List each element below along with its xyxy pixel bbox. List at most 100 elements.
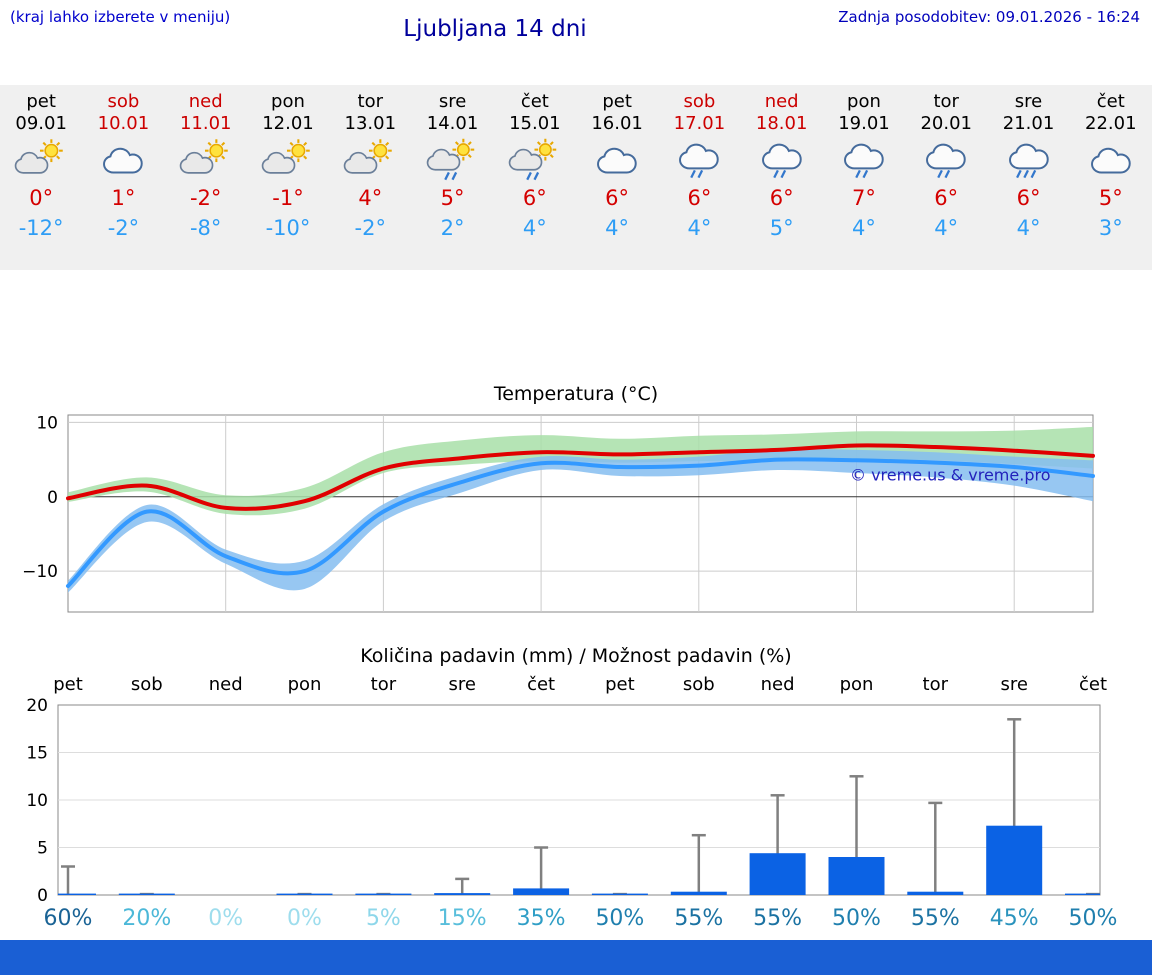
day-name: ned bbox=[764, 91, 799, 112]
precip-bar bbox=[355, 893, 412, 895]
day-name: tor bbox=[357, 91, 383, 112]
partly-sunny-icon bbox=[179, 139, 228, 174]
precip-bar bbox=[591, 893, 648, 895]
high-temp: 6° bbox=[687, 186, 712, 210]
precip-probability: 60% bbox=[44, 906, 93, 931]
low-temp: -12° bbox=[18, 216, 64, 240]
precip-day-label: sre bbox=[448, 674, 475, 695]
day-name: čet bbox=[520, 91, 549, 112]
partly-sunny-icon bbox=[261, 139, 310, 174]
high-temp: 6° bbox=[934, 186, 959, 210]
partly-sunny-icon bbox=[343, 139, 393, 174]
showers-icon bbox=[761, 143, 802, 179]
forecast-day[interactable]: sob 17.01 6° 4° bbox=[658, 85, 740, 270]
page-title: Ljubljana 14 dni bbox=[403, 16, 587, 42]
precip-bar bbox=[118, 893, 175, 895]
precip-day-label: pet bbox=[605, 674, 635, 695]
day-name: pon bbox=[847, 91, 881, 112]
svg-text:−10: −10 bbox=[22, 562, 58, 582]
low-temp: 4° bbox=[1016, 216, 1041, 240]
forecast-day[interactable]: pon 12.01 -1° -10° bbox=[247, 85, 329, 270]
low-temp: 3° bbox=[1098, 216, 1123, 240]
svg-text:0: 0 bbox=[37, 886, 48, 906]
partly-sunny-showers-icon bbox=[508, 138, 557, 181]
forecast-day[interactable]: sre 14.01 5° 2° bbox=[411, 85, 493, 270]
cloudy-icon bbox=[1090, 147, 1131, 174]
svg-text:Temperatura (°C): Temperatura (°C) bbox=[493, 383, 658, 405]
forecast-day[interactable]: tor 13.01 4° -2° bbox=[329, 85, 411, 270]
day-name: ned bbox=[188, 91, 223, 112]
cloudy-icon bbox=[597, 147, 637, 174]
precip-bar bbox=[907, 891, 964, 895]
svg-text:0: 0 bbox=[47, 488, 58, 508]
high-temp: 6° bbox=[1016, 186, 1041, 210]
forecast-day[interactable]: sob 10.01 1° -2° bbox=[82, 85, 164, 270]
precip-bar bbox=[986, 825, 1043, 895]
low-temp: 4° bbox=[934, 216, 959, 240]
high-temp: 0° bbox=[29, 186, 54, 210]
forecast-day[interactable]: čet 22.01 5° 3° bbox=[1070, 85, 1152, 270]
forecast-day[interactable]: pet 09.01 0° -12° bbox=[0, 85, 82, 270]
day-date: 20.01 bbox=[920, 113, 972, 134]
low-temp: 4° bbox=[522, 216, 547, 240]
forecast-day[interactable]: čet 15.01 6° 4° bbox=[494, 85, 576, 270]
day-date: 22.01 bbox=[1085, 113, 1137, 134]
day-date: 09.01 bbox=[15, 113, 67, 134]
day-name: tor bbox=[933, 91, 959, 112]
day-name: pon bbox=[271, 91, 305, 112]
precip-day-label: ned bbox=[761, 674, 795, 695]
low-temp: -2° bbox=[107, 216, 140, 240]
forecast-day[interactable]: ned 18.01 6° 5° bbox=[741, 85, 823, 270]
day-name: sob bbox=[107, 91, 140, 112]
low-temp: 4° bbox=[852, 216, 876, 240]
precip-bar bbox=[276, 893, 333, 895]
high-temp: 5° bbox=[1098, 186, 1123, 210]
day-name: čet bbox=[1096, 91, 1125, 112]
low-temp: 2° bbox=[440, 216, 465, 240]
precip-probability: 50% bbox=[595, 906, 644, 931]
precip-probability: 20% bbox=[122, 906, 171, 931]
forecast-day[interactable]: sre 21.01 6° 4° bbox=[987, 85, 1069, 270]
precip-day-label: tor bbox=[371, 674, 397, 695]
precip-day-label: sre bbox=[1000, 674, 1027, 695]
precip-probability: 55% bbox=[911, 906, 960, 931]
showers-icon bbox=[843, 143, 884, 179]
precip-probability: 50% bbox=[1069, 906, 1118, 931]
day-date: 13.01 bbox=[344, 113, 397, 134]
forecast-day[interactable]: tor 20.01 6° 4° bbox=[905, 85, 987, 270]
partly-sunny-showers-icon bbox=[426, 138, 474, 181]
high-temp: 1° bbox=[111, 186, 136, 210]
precip-day-label: čet bbox=[527, 674, 555, 695]
precip-day-label: tor bbox=[923, 674, 949, 695]
precip-probability: 35% bbox=[517, 906, 566, 931]
precip-day-label: sob bbox=[683, 674, 715, 695]
svg-text:5: 5 bbox=[37, 839, 48, 859]
high-temp: 7° bbox=[852, 186, 876, 210]
day-date: 10.01 bbox=[97, 113, 150, 134]
precip-day-label: pon bbox=[840, 674, 874, 695]
svg-text:10: 10 bbox=[36, 413, 58, 433]
watermark: © vreme.us & vreme.pro bbox=[850, 465, 1051, 484]
day-date: 18.01 bbox=[755, 113, 808, 134]
precip-probability: 15% bbox=[438, 906, 487, 931]
high-temp: -1° bbox=[272, 186, 304, 210]
svg-text:10: 10 bbox=[26, 791, 48, 811]
day-date: 14.01 bbox=[426, 113, 479, 134]
high-temp: -2° bbox=[189, 186, 222, 210]
forecast-day[interactable]: ned 11.01 -2° -8° bbox=[165, 85, 247, 270]
min-temp-band bbox=[68, 448, 1093, 593]
precip-day-label: pet bbox=[53, 674, 83, 695]
last-update-text: Zadnja posodobitev: 09.01.2026 - 16:24 bbox=[838, 8, 1140, 26]
precip-bar bbox=[513, 888, 570, 895]
day-date: 17.01 bbox=[673, 113, 726, 134]
forecast-day[interactable]: pet 16.01 6° 4° bbox=[576, 85, 658, 270]
forecast-day[interactable]: pon 19.01 7° 4° bbox=[823, 85, 905, 270]
day-name: pet bbox=[602, 91, 632, 112]
precip-probability: 55% bbox=[753, 906, 802, 931]
showers-icon bbox=[679, 143, 720, 179]
page-header: (kraj lahko izberete v meniju) Ljubljana… bbox=[0, 0, 1152, 45]
svg-text:20: 20 bbox=[26, 696, 48, 716]
svg-text:15: 15 bbox=[26, 744, 48, 764]
precip-bar bbox=[58, 893, 96, 895]
precipitation-chart: Količina padavin (mm) / Možnost padavin … bbox=[26, 645, 1118, 931]
